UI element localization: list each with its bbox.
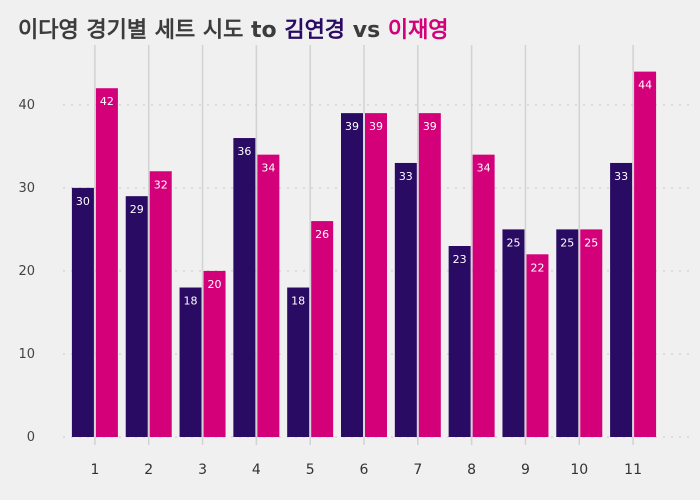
bar-value-label: 25	[560, 236, 574, 249]
bar-value-label: 20	[208, 278, 222, 291]
bar-value-label: 36	[237, 145, 251, 158]
bar-value-label: 18	[291, 295, 305, 308]
x-tick-label: 1	[90, 462, 99, 478]
x-tick-label: 7	[413, 462, 422, 478]
bar-value-label: 18	[184, 295, 198, 308]
bar	[71, 187, 94, 437]
chart-title: 이다영 경기별 세트 시도 to 김연경 vs 이재영	[18, 12, 449, 44]
title-prefix: 이다영 경기별 세트 시도 to	[18, 18, 285, 43]
title-middle: vs	[345, 18, 388, 43]
bar	[526, 254, 549, 437]
title-player1: 김연경	[284, 18, 346, 43]
bar	[610, 162, 633, 437]
bar-value-label: 39	[345, 120, 359, 133]
bar	[556, 229, 579, 437]
x-tick-label: 11	[624, 462, 642, 478]
bar	[634, 71, 657, 437]
bar	[580, 229, 603, 437]
bar-value-label: 29	[130, 203, 144, 216]
bar	[125, 196, 148, 437]
bar-value-label: 39	[369, 120, 383, 133]
bar-value-label: 44	[638, 79, 652, 92]
y-tick-label: 30	[18, 181, 35, 196]
y-tick-label: 20	[18, 264, 35, 279]
bar	[233, 138, 256, 438]
x-tick-label: 4	[252, 462, 261, 478]
x-tick-label: 3	[198, 462, 207, 478]
bar-value-label: 33	[399, 170, 413, 183]
bar-value-label: 34	[477, 162, 491, 175]
bar	[311, 221, 334, 437]
bar-value-label: 32	[154, 178, 168, 191]
x-tick-label: 10	[570, 462, 588, 478]
x-tick-label: 8	[467, 462, 476, 478]
bar	[179, 287, 202, 437]
bar-value-label: 33	[614, 170, 628, 183]
bar-value-label: 26	[315, 228, 329, 241]
title-player2: 이재영	[387, 18, 449, 43]
bar	[502, 229, 525, 437]
x-tick-label: 5	[306, 462, 315, 478]
bar-value-label: 34	[261, 162, 275, 175]
bar	[287, 287, 310, 437]
bar-value-label: 42	[100, 95, 114, 108]
bar	[394, 162, 417, 437]
x-tick-label: 6	[360, 462, 369, 478]
bar	[418, 113, 441, 437]
bar-value-label: 23	[453, 253, 467, 266]
bar-value-label: 25	[506, 236, 520, 249]
bar-value-label: 25	[584, 236, 598, 249]
bar	[472, 154, 495, 438]
x-tick-label: 9	[521, 462, 530, 478]
y-tick-label: 0	[27, 430, 35, 445]
bar	[341, 113, 363, 437]
x-tick-label: 2	[144, 462, 153, 478]
y-tick-label: 40	[18, 98, 35, 113]
bar	[448, 246, 471, 437]
bar-value-label: 39	[423, 120, 437, 133]
bar	[149, 171, 172, 437]
bar-value-label: 22	[530, 261, 544, 274]
bar-value-label: 30	[76, 195, 90, 208]
bar	[203, 270, 226, 437]
y-tick-label: 10	[18, 347, 35, 362]
bar	[257, 154, 280, 438]
bar	[95, 88, 118, 437]
bar	[365, 113, 387, 437]
